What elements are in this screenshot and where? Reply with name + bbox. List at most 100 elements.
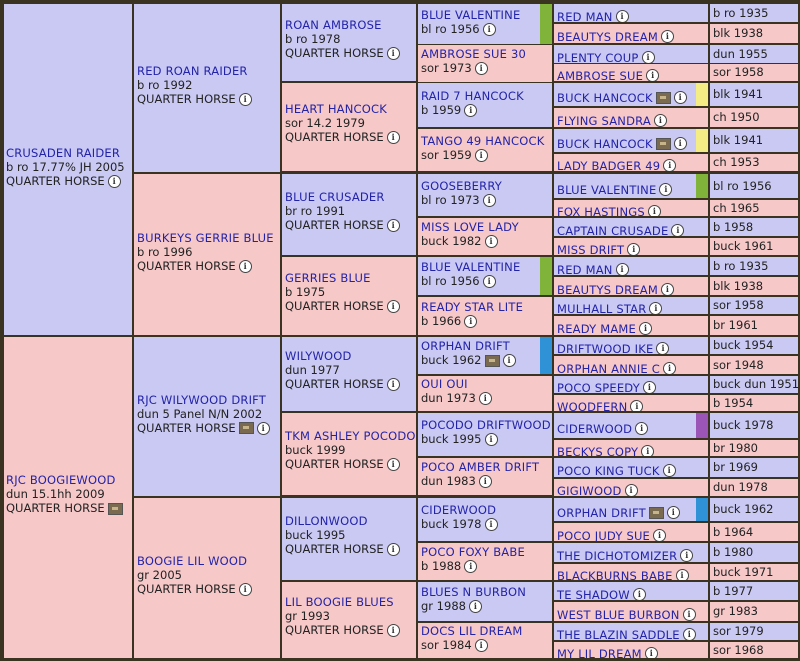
horse-name-link[interactable]: DOCS LIL DREAM: [421, 624, 523, 638]
info-icon[interactable]: i: [639, 322, 653, 335]
info-icon[interactable]: i: [482, 274, 496, 288]
info-icon[interactable]: i: [482, 193, 496, 207]
horse-name-link[interactable]: BLUE VALENTINE: [421, 259, 521, 274]
photo-icon[interactable]: [107, 502, 123, 515]
info-icon[interactable]: i: [238, 93, 252, 106]
info-icon[interactable]: i: [630, 399, 644, 411]
info-icon[interactable]: i: [671, 223, 685, 236]
info-icon[interactable]: i: [641, 444, 655, 456]
horse-name-link[interactable]: WILYWOOD: [285, 349, 352, 363]
info-icon[interactable]: i: [484, 235, 498, 248]
horse-name-link[interactable]: FOX HASTINGS: [557, 204, 645, 217]
info-icon[interactable]: i: [386, 300, 400, 313]
horse-name-link[interactable]: MISS LOVE LADY: [421, 220, 519, 234]
info-icon[interactable]: i: [484, 433, 498, 446]
horse-name-link[interactable]: BURKEYS GERRIE BLUE: [137, 230, 274, 245]
info-icon[interactable]: i: [474, 62, 488, 75]
horse-name-link[interactable]: OUI OUI: [421, 377, 468, 391]
info-icon[interactable]: i: [666, 506, 680, 519]
info-icon[interactable]: i: [653, 114, 667, 127]
info-icon[interactable]: i: [644, 646, 658, 658]
horse-name-link[interactable]: RAID 7 HANCOCK: [421, 88, 524, 103]
horse-name-link[interactable]: CAPTAIN CRUSADE: [557, 223, 669, 237]
info-icon[interactable]: i: [386, 378, 400, 391]
horse-name-link[interactable]: ORPHAN DRIFT: [421, 339, 510, 353]
horse-name-link[interactable]: POCODO DRIFTWOOD: [421, 418, 551, 432]
info-icon[interactable]: i: [238, 259, 252, 273]
horse-name-link[interactable]: RJC WILYWOOD DRIFT: [137, 392, 266, 407]
info-icon[interactable]: i: [649, 302, 663, 314]
info-icon[interactable]: i: [386, 624, 400, 637]
horse-name-link[interactable]: READY STAR LITE: [421, 299, 524, 314]
info-icon[interactable]: i: [464, 103, 478, 117]
info-icon[interactable]: i: [660, 282, 674, 295]
horse-name-link[interactable]: TKM ASHLEY POCODO: [285, 429, 416, 443]
info-icon[interactable]: i: [615, 262, 629, 275]
info-icon[interactable]: i: [675, 568, 689, 580]
info-icon[interactable]: i: [386, 458, 400, 471]
horse-name-link[interactable]: GERRIES BLUE: [285, 271, 371, 285]
horse-name-link[interactable]: FLYING SANDRA: [557, 114, 651, 127]
horse-name-link[interactable]: THE DICHOTOMIZER: [557, 549, 678, 562]
info-icon[interactable]: i: [673, 91, 687, 104]
info-icon[interactable]: i: [659, 182, 673, 196]
info-icon[interactable]: i: [642, 381, 656, 393]
horse-name-link[interactable]: BEAUTYS DREAM: [557, 282, 658, 296]
horse-name-link[interactable]: POCO AMBER DRIFT: [421, 460, 540, 474]
info-icon[interactable]: i: [238, 583, 252, 596]
info-icon[interactable]: i: [478, 475, 492, 488]
info-icon[interactable]: i: [468, 600, 482, 613]
info-icon[interactable]: i: [663, 159, 677, 171]
photo-icon[interactable]: [655, 137, 671, 150]
info-icon[interactable]: i: [624, 484, 638, 496]
info-icon[interactable]: i: [386, 218, 400, 232]
info-icon[interactable]: i: [656, 342, 670, 354]
info-icon[interactable]: i: [635, 422, 649, 435]
photo-icon[interactable]: [648, 506, 664, 519]
info-icon[interactable]: i: [464, 560, 478, 573]
horse-name-link[interactable]: LIL BOOGIE BLUES: [285, 595, 394, 609]
info-icon[interactable]: i: [662, 361, 676, 374]
info-icon[interactable]: i: [256, 421, 270, 435]
info-icon[interactable]: i: [615, 9, 629, 22]
info-icon[interactable]: i: [647, 204, 661, 216]
horse-name-link[interactable]: CIDERWOOD: [557, 422, 633, 436]
horse-name-link[interactable]: BLUES N BURBON: [421, 585, 527, 599]
info-icon[interactable]: i: [474, 148, 488, 162]
horse-name-link[interactable]: READY MAME: [557, 322, 637, 335]
horse-name-link[interactable]: HEART HANCOCK: [285, 102, 387, 116]
horse-name-link[interactable]: RED MAN: [557, 9, 613, 23]
info-icon[interactable]: i: [660, 30, 674, 43]
horse-name-link[interactable]: POCO FOXY BABE: [421, 545, 525, 559]
info-icon[interactable]: i: [646, 69, 660, 81]
horse-name-link[interactable]: POCO JUDY SUE: [557, 528, 651, 542]
horse-name-link[interactable]: TE SHADOW: [557, 587, 630, 601]
info-icon[interactable]: i: [484, 518, 498, 531]
horse-name-link[interactable]: MY LIL DREAM: [557, 646, 642, 659]
info-icon[interactable]: i: [107, 175, 121, 188]
horse-name-link[interactable]: RED ROAN RAIDER: [137, 64, 248, 78]
horse-name-link[interactable]: BUCK HANCOCK: [557, 137, 653, 151]
info-icon[interactable]: i: [653, 528, 667, 541]
horse-name-link[interactable]: LADY BADGER 49: [557, 159, 661, 171]
horse-name-link[interactable]: GIGIWOOD: [557, 484, 622, 496]
info-icon[interactable]: i: [632, 587, 646, 600]
info-icon[interactable]: i: [482, 22, 496, 36]
info-icon[interactable]: i: [386, 543, 400, 556]
info-icon[interactable]: i: [662, 464, 676, 477]
horse-name-link[interactable]: ROAN AMBROSE: [285, 17, 382, 32]
photo-icon[interactable]: [655, 91, 671, 104]
info-icon[interactable]: i: [474, 639, 488, 652]
info-icon[interactable]: i: [502, 354, 516, 367]
horse-name-link[interactable]: WOODFERN: [557, 399, 628, 412]
horse-name-link[interactable]: BLUE VALENTINE: [557, 182, 657, 197]
horse-name-link[interactable]: WEST BLUE BURBON: [557, 608, 680, 621]
horse-name-link[interactable]: POCO KING TUCK: [557, 464, 660, 477]
horse-name-link[interactable]: BEAUTYS DREAM: [557, 30, 658, 43]
horse-name-link[interactable]: MULHALL STAR: [557, 302, 647, 314]
horse-name-link[interactable]: RJC BOOGIEWOOD: [6, 473, 116, 487]
info-icon[interactable]: i: [682, 628, 696, 640]
horse-name-link[interactable]: DILLONWOOD: [285, 514, 368, 528]
horse-name-link[interactable]: MISS DRIFT: [557, 243, 625, 255]
horse-name-link[interactable]: CIDERWOOD: [421, 503, 497, 517]
